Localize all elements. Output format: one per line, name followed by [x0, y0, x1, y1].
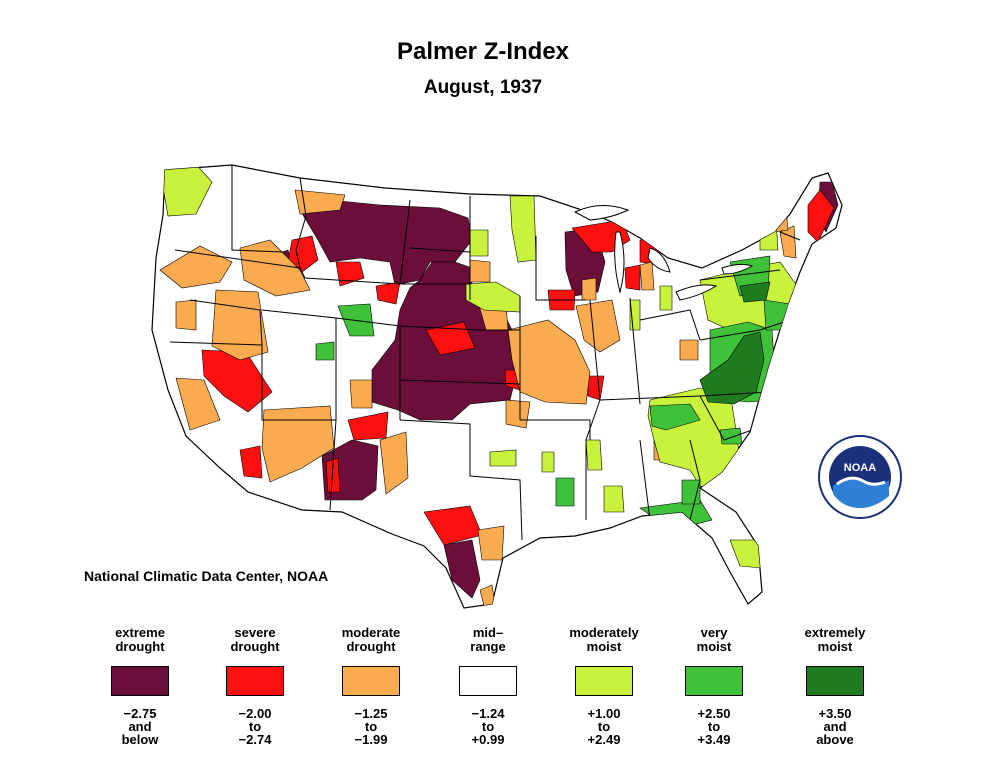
noaa-logo: NOAA — [817, 434, 903, 525]
legend-range: +1.00 to +2.49 — [587, 706, 621, 747]
legend-range: −2.00 to −2.74 — [238, 706, 272, 747]
state-boundaries — [169, 165, 801, 541]
us-drought-map — [151, 164, 843, 609]
legend-swatch — [459, 666, 517, 696]
legend-item-moderately-moist: moderately moist +1.00 to +2.49 — [549, 625, 659, 747]
legend-swatch — [806, 666, 864, 696]
legend-item-mid-range: mid– range −1.24 to +0.99 — [433, 626, 543, 746]
legend-label: mid– range — [470, 625, 506, 654]
great-lakes — [573, 205, 754, 301]
legend-swatch — [111, 666, 169, 696]
noaa-logo-text: NOAA — [844, 462, 876, 474]
legend-range: +3.50 and above — [816, 706, 854, 747]
legend-swatch — [685, 666, 743, 696]
legend-label: very moist — [696, 625, 732, 654]
extremely-moist-regions — [699, 281, 791, 405]
legend-swatch — [342, 666, 400, 696]
legend-range: +2.50 to +3.49 — [697, 706, 731, 747]
legend-label: moderate drought — [341, 625, 401, 654]
severe-drought-regions — [201, 189, 835, 546]
map-subtitle: August, 1937 — [423, 77, 543, 98]
legend-item-moderate-drought: moderate drought −1.25 to −1.99 — [316, 625, 426, 747]
legend-label: extreme drought — [115, 625, 165, 654]
legend-label: severe drought — [230, 625, 280, 654]
legend-range: −2.75 and below — [121, 706, 159, 747]
legend-range: −1.24 to +0.99 — [471, 706, 505, 747]
legend-label: moderately moist — [569, 625, 639, 654]
legend-item-extreme-drought: extreme drought −2.75 and below — [85, 626, 195, 746]
legend-item-very-moist: very moist +2.50 to +3.49 — [659, 626, 769, 746]
legend-label: extremely moist — [804, 625, 866, 654]
source-credit: National Climatic Data Center, NOAA — [84, 568, 329, 584]
legend-item-extremely-moist: extremely moist +3.50 and above — [780, 625, 890, 747]
legend-swatch — [226, 666, 284, 696]
legend-swatch — [575, 666, 633, 696]
map-title: Palmer Z-Index — [396, 38, 570, 65]
legend-item-severe-drought: severe drought −2.00 to −2.74 — [200, 626, 310, 746]
legend-range: −1.25 to −1.99 — [354, 706, 388, 747]
